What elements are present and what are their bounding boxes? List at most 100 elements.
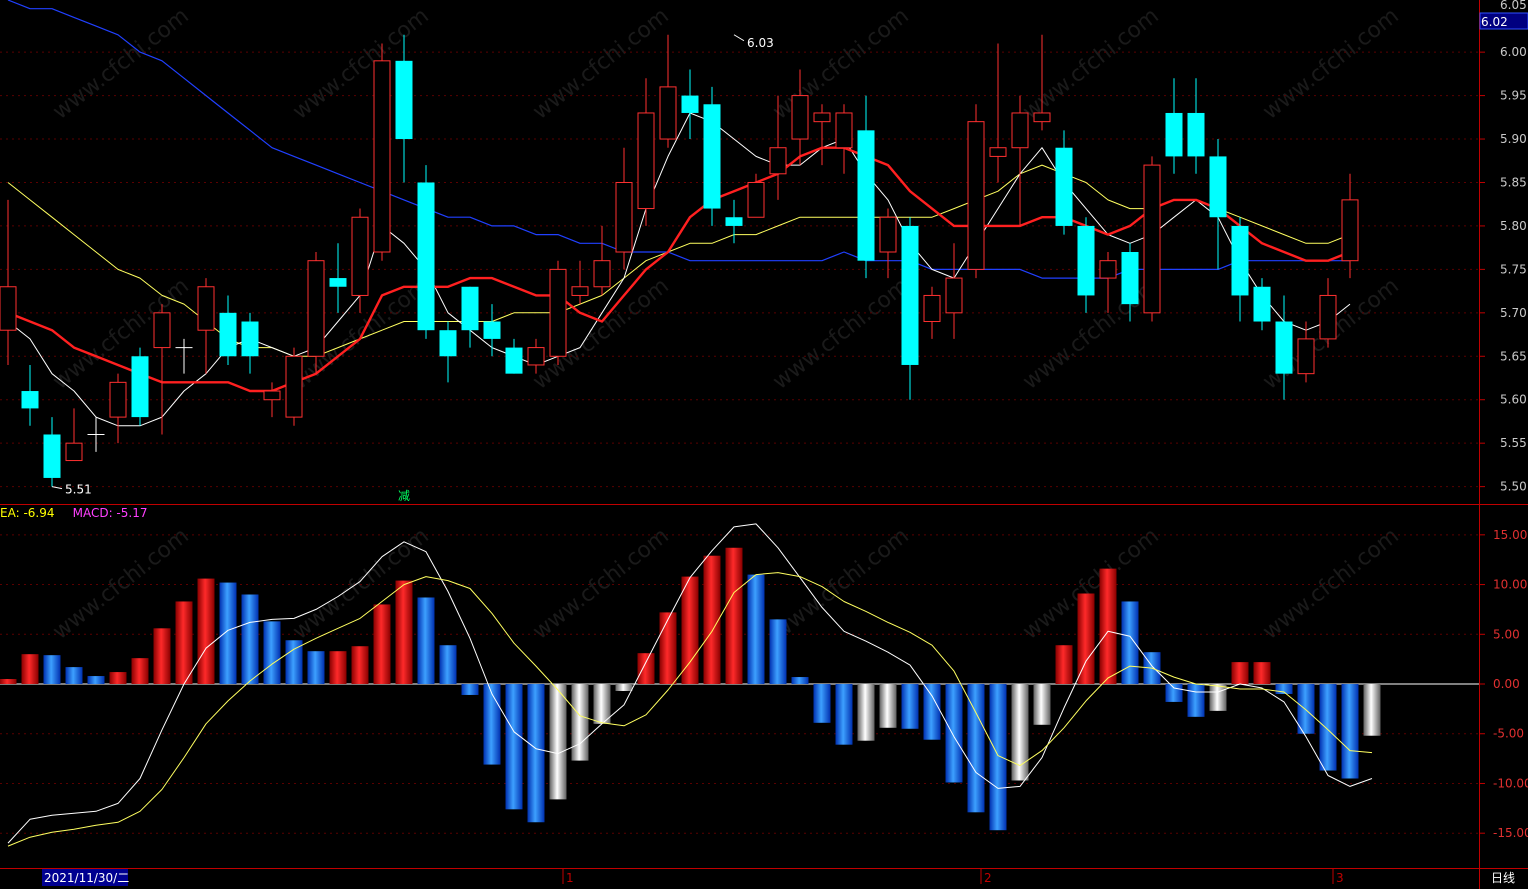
candle-body: [945, 277, 963, 314]
candle: [813, 104, 831, 166]
macd-bar: [989, 684, 1007, 831]
candle-body: [43, 434, 61, 478]
candle-body: [1121, 252, 1139, 305]
macd-bar: [527, 684, 545, 823]
macd-bar: [483, 684, 501, 765]
macd-legend-item: MACD: -5.17: [73, 506, 148, 520]
candle: [219, 295, 237, 365]
macd-bar: [175, 601, 193, 685]
candle: [1253, 278, 1271, 331]
candle-body: [1341, 199, 1359, 262]
candle-body: [571, 286, 589, 296]
candle: [593, 225, 611, 296]
macd-bar: [681, 576, 699, 685]
candle-body: [351, 216, 369, 296]
time-tick-label: 2: [984, 871, 992, 885]
candle-body: [241, 321, 259, 357]
macd-bar: [1363, 684, 1381, 736]
macd-bar: [0, 679, 17, 685]
macd-bar: [395, 580, 413, 685]
annotations: 6.03 5.51 减 EA: -6.94 MACD: -5.17: [0, 34, 774, 520]
macd-bar: [1275, 684, 1293, 694]
macd-bar: [219, 582, 237, 685]
candle: [483, 304, 501, 357]
candle: [1011, 95, 1029, 226]
candle-body: [131, 356, 149, 418]
candle: [1297, 321, 1315, 383]
macd-bar: [43, 655, 61, 685]
low-marker-arrow: [51, 486, 63, 490]
macd-bar: [571, 684, 589, 761]
candle: [1055, 130, 1073, 235]
candle: [1275, 295, 1293, 400]
candle: [549, 260, 567, 365]
macd-bar: [1055, 645, 1073, 685]
macd-bar: [703, 555, 721, 685]
candle: [527, 338, 545, 374]
macd-bar: [263, 621, 281, 685]
candle-body: [65, 442, 83, 462]
macd-bar: [87, 676, 105, 685]
macd-bar: [1187, 684, 1205, 717]
macd-dea-line: [7, 572, 1373, 847]
macd-bar: [1121, 601, 1139, 685]
candle-body: [153, 312, 171, 349]
candle-body: [879, 216, 897, 253]
candle: [461, 286, 479, 348]
macd-bar: [659, 612, 677, 685]
macd-bar: [1209, 684, 1227, 711]
candlesticks: [0, 34, 1359, 487]
macd-bar: [615, 684, 633, 691]
candle-body: [1231, 225, 1249, 296]
candle: [945, 243, 963, 339]
macd-tick-label: 10.00: [1493, 578, 1527, 592]
candle-body: [21, 391, 39, 409]
candle-body: [483, 321, 501, 339]
candle: [43, 417, 61, 487]
macd-bar: [1297, 684, 1315, 734]
candle: [791, 69, 809, 166]
candle-body: [439, 330, 457, 357]
candle-body: [329, 278, 347, 287]
candle: [1341, 173, 1359, 279]
macd-bar: [1077, 593, 1095, 685]
candle: [1231, 217, 1249, 322]
macd-bar: [439, 645, 457, 685]
candle-body: [791, 95, 809, 140]
macd-bar: [593, 684, 611, 724]
candle: [395, 34, 413, 183]
candle-body: [219, 312, 237, 357]
price-tick-label: 5.90: [1500, 132, 1527, 146]
price-tick-label: 6.00: [1500, 45, 1527, 59]
macd-tick-label: -5.00: [1493, 727, 1524, 741]
candle-body: [1055, 147, 1073, 226]
candle-body: [0, 286, 17, 331]
period-label[interactable]: 日线: [1491, 871, 1515, 885]
macd-bar: [1253, 662, 1271, 685]
candle: [307, 252, 325, 374]
macd-bar: [1341, 684, 1359, 779]
candle: [373, 43, 391, 261]
candle: [769, 95, 787, 200]
macd-histogram: [0, 547, 1381, 831]
macd-dif-line: [7, 523, 1373, 844]
current-price-label: 6.02: [1481, 15, 1508, 29]
candle: [879, 208, 897, 279]
candle: [703, 86, 721, 226]
candle-body: [769, 147, 787, 175]
candle-body: [461, 286, 479, 331]
candle: [21, 364, 39, 426]
time-axis[interactable]: 2021/11/30/二 1 2 3 日线: [42, 869, 1515, 886]
candle: [131, 347, 149, 426]
candle-body: [923, 294, 941, 323]
candle: [1319, 278, 1337, 348]
candle-body: [1319, 294, 1337, 340]
candle: [1099, 252, 1117, 313]
macd-bar: [945, 684, 963, 783]
candle: [901, 217, 919, 400]
candle: [967, 104, 985, 279]
candle-body: [373, 60, 391, 253]
candle-body: [725, 217, 743, 226]
price-tick-label: 5.80: [1500, 219, 1527, 233]
